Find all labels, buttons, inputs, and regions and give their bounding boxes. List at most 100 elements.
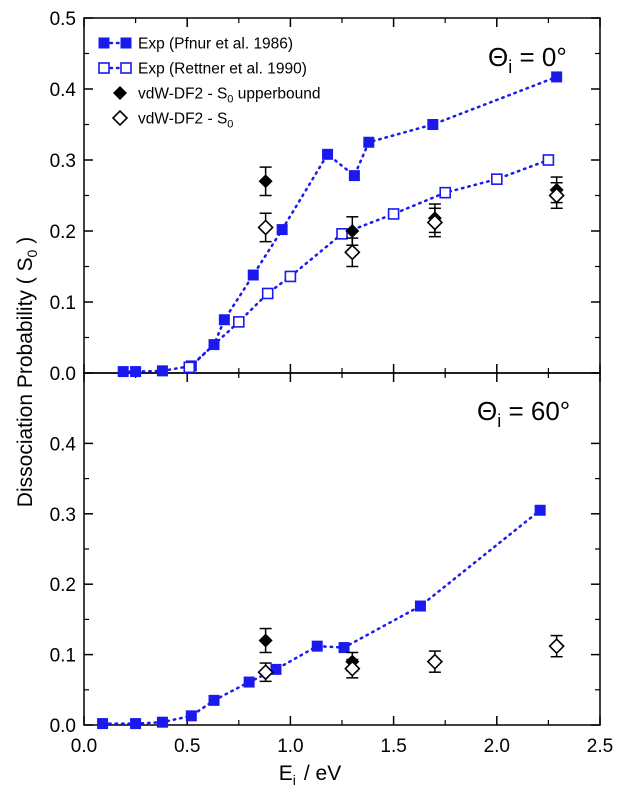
data-point-1-0-10 bbox=[534, 504, 546, 516]
data-point-0-1-7 bbox=[490, 173, 503, 185]
series-1-2 bbox=[257, 634, 565, 683]
data-point-0-3-2 bbox=[426, 214, 444, 231]
legend-label-sub-3: 0 bbox=[227, 119, 233, 131]
legend-marker-left-1 bbox=[98, 62, 110, 74]
legend-marker-3 bbox=[111, 109, 129, 127]
y-tick-label-0-0: 0.0 bbox=[50, 364, 76, 385]
panel-label-bottom-theta: Θ bbox=[477, 396, 497, 426]
data-point-0-3-1 bbox=[344, 244, 361, 261]
data-point-1-0-3 bbox=[185, 710, 197, 722]
y-tick-label-0-4: 0.4 bbox=[50, 80, 77, 101]
x-axis-title-main: E bbox=[279, 762, 293, 785]
data-point-1-0-2 bbox=[156, 716, 168, 728]
legend-label-tail-2: upperbound bbox=[233, 86, 320, 103]
y-tick-label-0-1: 0.1 bbox=[50, 293, 76, 314]
y-tick-label-0-5: 0.5 bbox=[50, 9, 76, 30]
data-point-0-1-6 bbox=[439, 186, 452, 199]
axes-layer: 0.0 0.1 0.2 0.3 0.4 0.5 0.0 0.1 0.2 0.3 0.4 0.0 0.5 1… bbox=[50, 9, 614, 757]
data-point-0-0-7 bbox=[276, 224, 288, 236]
data-point-0-1-8 bbox=[542, 154, 555, 166]
data-point-0-0-9 bbox=[348, 170, 360, 182]
x-axis-title-rest: / eV bbox=[304, 762, 341, 785]
data-point-0-0-8 bbox=[322, 148, 334, 160]
data-point-1-0-4 bbox=[208, 694, 220, 706]
legend-marker-2 bbox=[113, 86, 127, 100]
legend-marker-left-0 bbox=[98, 37, 110, 49]
data-point-0-3-3 bbox=[548, 187, 565, 204]
series-layer bbox=[97, 71, 565, 730]
data-point-1-1-0 bbox=[258, 633, 273, 648]
data-point-1-2-3 bbox=[548, 638, 565, 655]
y-axis-title-rest: ) bbox=[14, 237, 37, 250]
data-point-0-0-1 bbox=[130, 366, 142, 378]
y-tick-label-0-3: 0.3 bbox=[50, 151, 76, 172]
series-line-1-0 bbox=[101, 509, 542, 725]
x-tick-label-3: 1.5 bbox=[380, 736, 406, 757]
y-axis-title-sub: 0 bbox=[24, 249, 40, 257]
series-0-3 bbox=[257, 181, 565, 268]
series-line-0-1 bbox=[188, 158, 550, 369]
panel-label-bottom: Θi = 60° bbox=[477, 396, 570, 431]
x-axis-title-sub: i bbox=[293, 772, 296, 788]
data-point-1-2-1 bbox=[344, 660, 361, 677]
data-point-1-2-2 bbox=[426, 653, 444, 670]
panel-label-bottom-sub: i bbox=[497, 411, 501, 431]
data-point-0-0-12 bbox=[551, 71, 563, 83]
legend-item-3: vdW-DF2 - S0 bbox=[111, 109, 233, 131]
legend-marker-right-1 bbox=[120, 62, 132, 74]
data-point-0-0-0 bbox=[117, 366, 129, 378]
data-point-1-0-7 bbox=[311, 640, 323, 652]
panel-label-top: Θi = 0° bbox=[488, 42, 567, 77]
legend-label-1: Exp (Rettner et al. 1990) bbox=[138, 61, 307, 78]
x-tick-label-2: 1.0 bbox=[277, 736, 303, 757]
y-tick-label-0-2: 0.2 bbox=[50, 222, 76, 243]
legend: Exp (Pfnur et al. 1986) Exp (Rettner et a… bbox=[98, 36, 320, 131]
y-axis-title: Dissociation Probability ( S0 ) bbox=[14, 237, 40, 507]
series-1-0 bbox=[97, 504, 546, 730]
data-point-1-0-9 bbox=[414, 600, 426, 612]
legend-item-2: vdW-DF2 - S0 upperbound bbox=[113, 86, 320, 106]
data-point-1-2-0 bbox=[257, 664, 274, 681]
y-tick-label-1-1: 0.1 bbox=[50, 646, 76, 667]
data-point-0-2-1 bbox=[345, 224, 360, 238]
data-point-1-0-1 bbox=[130, 718, 142, 730]
legend-item-0: Exp (Pfnur et al. 1986) bbox=[98, 36, 293, 53]
panel-label-top-sub: i bbox=[508, 57, 512, 77]
data-point-0-1-2 bbox=[261, 287, 274, 300]
data-point-0-1-4 bbox=[336, 228, 348, 240]
panel-label-top-rest: = 0° bbox=[512, 42, 567, 72]
x-tick-label-4: 2.0 bbox=[484, 736, 510, 757]
data-point-0-1-5 bbox=[387, 208, 400, 220]
data-point-0-1-3 bbox=[284, 270, 297, 283]
legend-label-sub-2: 0 bbox=[227, 94, 233, 106]
y-tick-label-1-2: 0.2 bbox=[50, 575, 76, 596]
x-axis-title: Ei / eV bbox=[279, 762, 342, 788]
y-tick-label-1-3: 0.3 bbox=[50, 505, 76, 526]
data-point-0-0-5 bbox=[218, 314, 230, 326]
series-0-1 bbox=[183, 154, 555, 374]
data-point-0-0-2 bbox=[156, 365, 168, 377]
data-point-1-0-0 bbox=[97, 718, 109, 730]
legend-item-1: Exp (Rettner et al. 1990) bbox=[98, 61, 307, 78]
y-axis-title-main: Dissociation Probability ( S bbox=[14, 257, 37, 507]
legend-label-main-1: Exp (Rettner et al. 1990) bbox=[138, 61, 307, 78]
data-point-1-0-5 bbox=[243, 676, 255, 688]
x-tick-label-5: 2.5 bbox=[587, 736, 613, 757]
y-tick-label-1-4: 0.4 bbox=[50, 434, 77, 455]
panel-label-top-theta: Θ bbox=[488, 42, 508, 72]
legend-marker-right-0 bbox=[120, 37, 132, 49]
data-point-0-0-6 bbox=[247, 269, 259, 281]
legend-label-3: vdW-DF2 - S0 bbox=[138, 111, 233, 131]
legend-label-2: vdW-DF2 - S0 upperbound bbox=[138, 86, 320, 106]
series-0-2 bbox=[258, 166, 564, 246]
data-point-0-1-0 bbox=[183, 361, 196, 374]
y-tick-label-1-0: 0.0 bbox=[50, 716, 76, 737]
panel-label-bottom-rest: = 60° bbox=[501, 396, 570, 426]
legend-label-main-0: Exp (Pfnur et al. 1986) bbox=[138, 36, 293, 53]
legend-label-main-3: vdW-DF2 - S bbox=[138, 111, 227, 128]
data-point-1-0-6 bbox=[270, 663, 282, 675]
x-tick-label-1: 0.5 bbox=[174, 736, 200, 757]
legend-label-main-2: vdW-DF2 - S bbox=[138, 86, 227, 103]
data-point-1-0-8 bbox=[338, 642, 350, 654]
